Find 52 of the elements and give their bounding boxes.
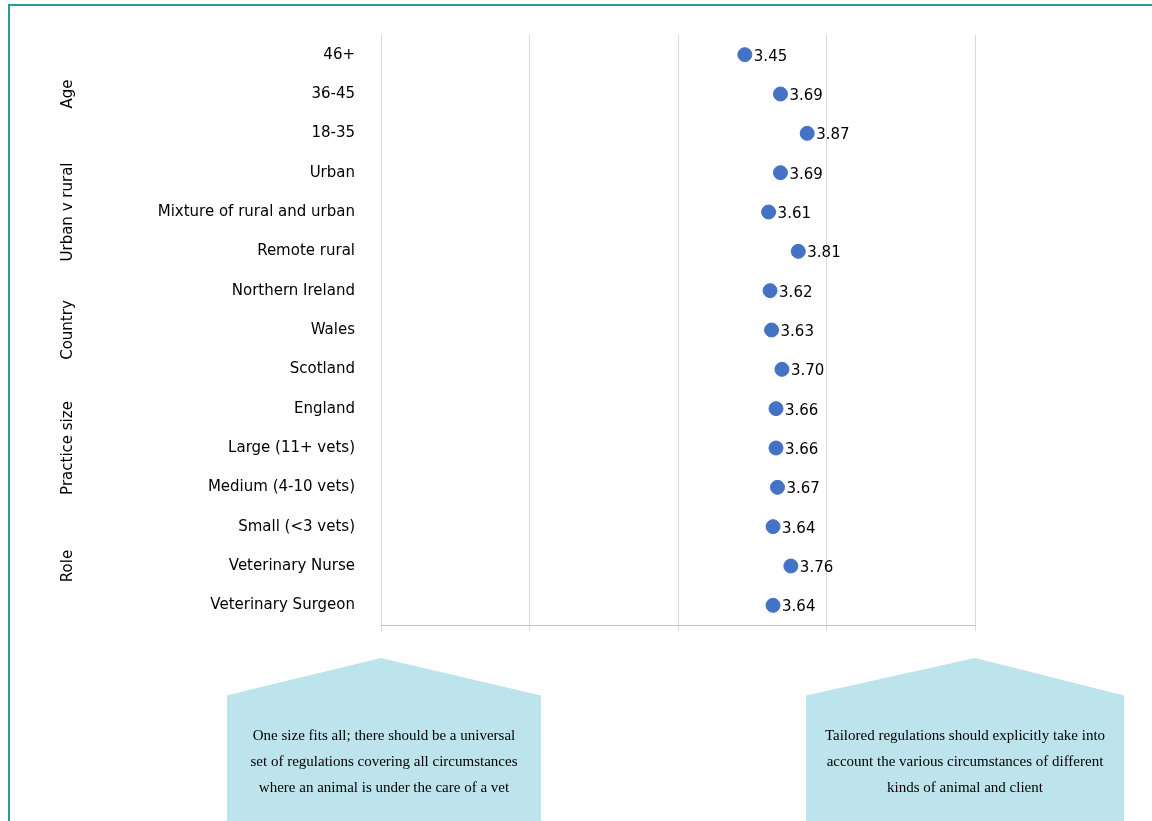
data-label: 3.62	[779, 282, 813, 301]
y-tick-label: Scotland	[289, 359, 355, 378]
data-label: 3.66	[785, 439, 819, 458]
y-tick-label: Wales	[310, 319, 356, 338]
y-tick-label: Mixture of rural and urban	[157, 201, 355, 220]
point	[768, 401, 784, 417]
y-tick-label: Large (11+ vets)	[228, 437, 355, 456]
y-tick-label: Medium (4-10 vets)	[207, 477, 355, 496]
text: Practice size	[57, 401, 76, 495]
point	[737, 47, 753, 63]
point	[770, 479, 785, 495]
point	[765, 519, 781, 535]
y-tick-label: Remote rural	[257, 241, 355, 260]
point	[761, 204, 777, 220]
point	[772, 86, 788, 102]
point	[774, 361, 790, 377]
data-label: 3.61	[777, 203, 811, 222]
data-label: 3.69	[789, 85, 823, 104]
point	[768, 440, 784, 456]
text: Country	[57, 300, 76, 360]
point	[762, 283, 778, 299]
point	[772, 165, 788, 181]
y-tick-label: 46+	[323, 44, 355, 63]
point	[764, 322, 780, 338]
callout-box: Tailored regulations should explicitly take into account the various circumstances of different kinds of animal and client	[806, 658, 1124, 821]
y-tick-label: 18-35	[311, 123, 355, 142]
data-label: 3.64	[782, 597, 816, 616]
data-label: 3.45	[753, 46, 788, 65]
point	[783, 558, 799, 574]
data-label: 3.66	[785, 400, 819, 419]
point	[765, 597, 781, 613]
y-tick-label: Small (<3 vets)	[238, 516, 355, 535]
text: Urban v rural	[57, 162, 76, 262]
point	[799, 125, 815, 141]
data-label: 3.76	[799, 557, 834, 576]
data-label: 3.81	[807, 243, 841, 262]
data-label: 3.64	[782, 518, 816, 537]
point	[790, 243, 806, 259]
data-label: 3.87	[816, 125, 850, 144]
data-label: 3.67	[786, 479, 820, 498]
data-label: 3.63	[780, 321, 814, 340]
callout-box: One size fits all; there should be a universal set of regulations covering all circumstances where an animal is under the care of a vet	[227, 658, 541, 821]
y-tick-label: 36-45	[311, 83, 355, 102]
data-label: 3.70	[790, 361, 825, 380]
y-tick-label: Urban	[309, 162, 355, 181]
y-tick-label: England	[294, 398, 355, 417]
y-tick-label: Veterinary Surgeon	[210, 595, 355, 614]
y-tick-label: Northern Ireland	[231, 280, 355, 299]
text: Age	[57, 79, 76, 109]
data-label: 3.69	[789, 164, 823, 183]
y-tick-label: Veterinary Nurse	[228, 555, 355, 574]
text: Role	[57, 549, 76, 583]
